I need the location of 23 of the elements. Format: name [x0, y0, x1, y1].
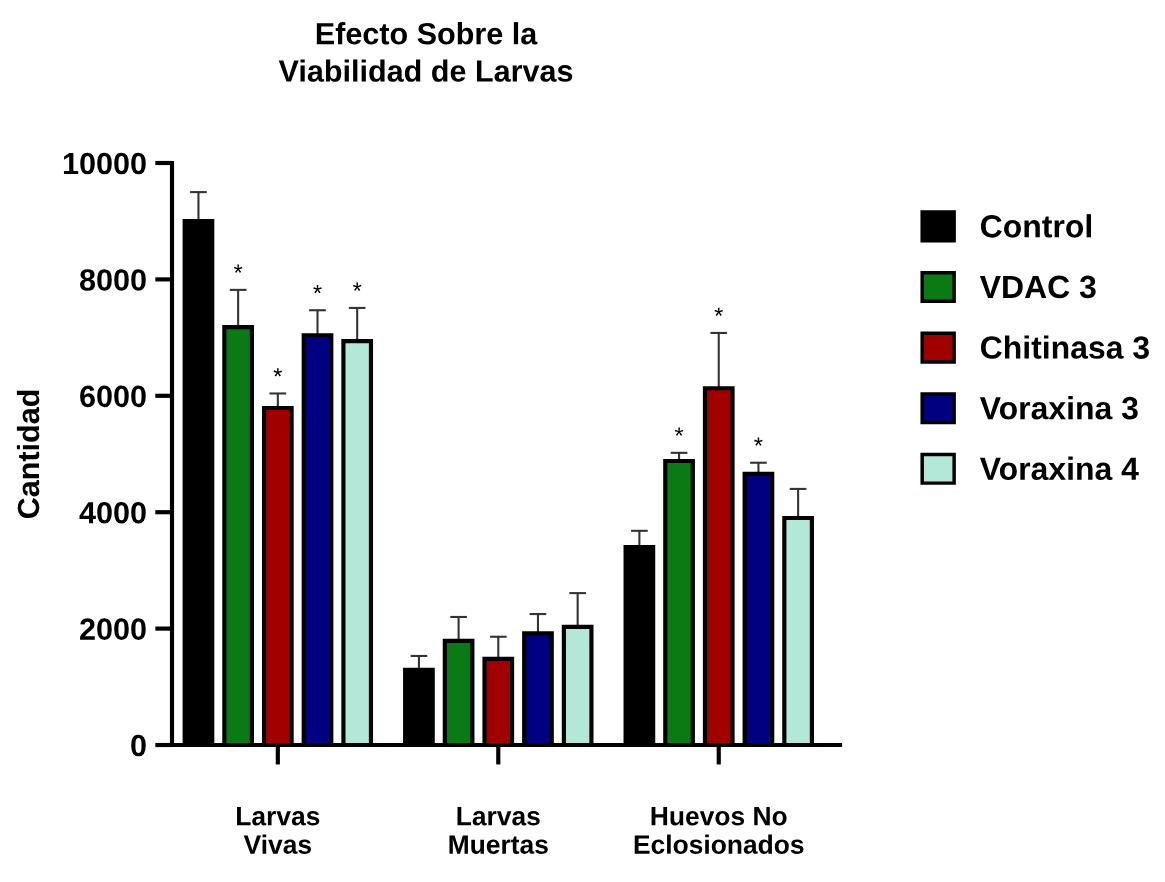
y-tick-label: 8000 [80, 269, 146, 291]
data-label: * [273, 368, 283, 377]
x-tick-label: Huevos No Eclosionados [634, 807, 804, 854]
legend-label: Voraxina 3 [979, 396, 1138, 420]
data-label: * [313, 284, 322, 294]
legend-label: Control [981, 214, 1091, 238]
y-tick-label: 6000 [80, 385, 146, 408]
y-tick-label: 4000 [79, 501, 146, 524]
x-tick-label: Larvas Muertas [449, 807, 548, 854]
y-tick-label: 0 [131, 734, 146, 757]
data-label: * [233, 264, 243, 273]
data-label: * [674, 427, 684, 436]
data-label: * [754, 437, 763, 446]
y-tick-label: 2000 [80, 618, 146, 640]
data-label: * [714, 307, 723, 316]
chart-title: Efecto Sobre la Viabilidad de Larvas [278, 22, 573, 82]
legend-label: Voraxina 4 [979, 456, 1139, 481]
x-tick-label: Larvas Vivas [237, 807, 320, 854]
legend-label: VDAC 3 [979, 275, 1096, 299]
data-label: * [352, 282, 362, 291]
legend-label: Chitinasa 3 [981, 335, 1149, 359]
y-tick-label: 10000 [63, 152, 146, 175]
y-axis-title: Cantidad [16, 390, 40, 519]
